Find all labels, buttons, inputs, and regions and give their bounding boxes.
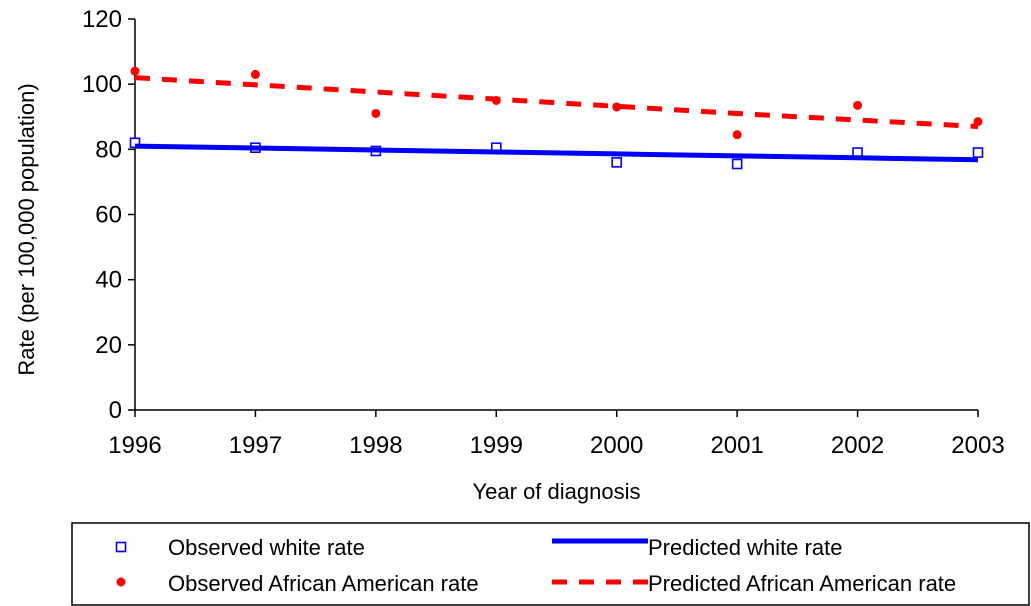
y-tick-label: 80 (95, 136, 122, 163)
y-tick-label: 120 (82, 6, 122, 33)
x-tick-label: 2000 (590, 432, 643, 459)
plot-area (129, 66, 984, 170)
data-point (853, 100, 863, 110)
data-point (612, 102, 622, 112)
legend-label: Predicted white rate (648, 535, 842, 560)
data-point (973, 117, 983, 127)
y-tick-label: 60 (95, 202, 122, 229)
data-point (611, 157, 623, 168)
y-ticks: 0 20 40 60 80 100 120 (82, 6, 135, 424)
legend: Observed white rate Predicted white rate O… (71, 522, 1030, 606)
x-ticks: 1996 1997 1998 1999 2000 2001 2002 2003 (108, 410, 1005, 459)
data-point (371, 108, 381, 118)
x-tick-label: 1997 (229, 432, 282, 459)
x-tick-label: 2003 (951, 432, 1004, 459)
y-tick-label: 0 (109, 397, 122, 424)
x-axis-title: Year of diagnosis (473, 479, 641, 504)
data-point (972, 147, 984, 158)
x-tick-label: 1996 (108, 432, 161, 459)
legend-item: Predicted white rate (552, 535, 842, 560)
legend-swatch (115, 541, 127, 553)
x-tick-label: 1998 (349, 432, 402, 459)
legend-item: Predicted African American rate (552, 571, 956, 596)
y-tick-label: 100 (82, 71, 122, 98)
series-line (134, 143, 979, 163)
x-tick-label: 1999 (470, 432, 523, 459)
series-observed-african-american-rate (130, 66, 983, 140)
data-point (732, 130, 742, 140)
legend-box (71, 522, 1030, 606)
y-axis-title: Rate (per 100,000 population) (14, 83, 39, 375)
legend-item: Observed African American rate (116, 571, 479, 596)
data-point (250, 69, 260, 79)
legend-label: Observed white rate (168, 535, 365, 560)
series-predicted-african-american-rate (134, 75, 979, 130)
y-tick-label: 40 (95, 267, 122, 294)
data-point (731, 158, 743, 170)
series-predicted-white-rate (134, 143, 979, 163)
legend-item: Observed white rate (115, 535, 365, 560)
y-tick-label: 20 (95, 332, 122, 359)
axes (134, 19, 978, 411)
legend-swatch (116, 577, 126, 587)
x-tick-label: 2001 (710, 432, 763, 459)
series-line (134, 75, 979, 130)
data-point (130, 66, 140, 76)
x-tick-label: 2002 (831, 432, 884, 459)
legend-label: Observed African American rate (168, 571, 479, 596)
legend-label: Predicted African American rate (648, 571, 956, 596)
